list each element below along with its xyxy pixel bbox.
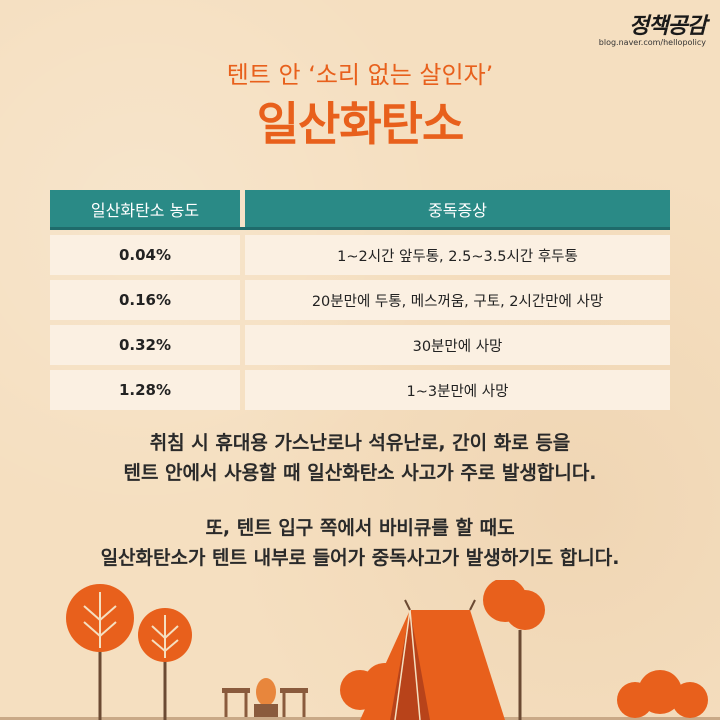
page-title: 일산화탄소 [256,97,465,151]
paragraph-line: 취침 시 휴대용 가스난로나 석유난로, 간이 화로 등을 [149,432,571,454]
concentration-cell: 0.16% [50,280,240,320]
tent-icon [360,599,505,720]
campfire-icon [254,678,278,717]
camping-scene-illustration [0,580,720,720]
concentration-table: 일산화탄소 농도 중독증상 0.04% 1~2시간 앞두통, 2.5~3.5시간… [50,190,670,410]
paragraph-line: 텐트 안에서 사용할 때 일산화탄소 사고가 주로 발생합니다. [123,462,597,484]
symptom-cell: 1~2시간 앞두통, 2.5~3.5시간 후두통 [245,235,670,275]
table-row: 0.32% 30분만에 사망 [50,325,670,365]
brand-url: blog.naver.com/hellopolicy [598,38,706,47]
column-header-concentration: 일산화탄소 농도 [50,190,240,227]
bush-icon [617,670,708,718]
ground-line [0,717,720,720]
bench-icon [222,688,250,717]
column-header-symptom: 중독증상 [245,190,670,227]
table-row: 0.04% 1~2시간 앞두통, 2.5~3.5시간 후두통 [50,235,670,275]
subtitle: 텐트 안 ‘소리 없는 살인자’ [226,61,494,89]
table-row: 0.16% 20분만에 두통, 메스꺼움, 구토, 2시간만에 사망 [50,280,670,320]
brand-logo: 정책공감 blog.naver.com/hellopolicy [598,13,707,48]
symptom-cell: 30분만에 사망 [245,325,670,365]
tree-icon [66,584,134,720]
paragraph-cause: 취침 시 휴대용 가스난로나 석유난로, 간이 화로 등을 텐트 안에서 사용할… [0,428,720,488]
bench-icon [280,688,308,717]
paragraph-bbq: 또, 텐트 입구 쪽에서 바비큐를 할 때도 일산화탄소가 텐트 내부로 들어가… [0,513,720,573]
symptom-cell: 20분만에 두통, 메스꺼움, 구토, 2시간만에 사망 [245,280,670,320]
tree-icon [138,608,192,720]
symptom-cell: 1~3분만에 사망 [245,370,670,410]
paragraph-line: 또, 텐트 입구 쪽에서 바비큐를 할 때도 [205,517,515,539]
paragraph-line: 일산화탄소가 텐트 내부로 들어가 중독사고가 발생하기도 합니다. [100,547,620,569]
concentration-cell: 0.04% [50,235,240,275]
brand-name: 정책공감 [629,13,707,39]
concentration-cell: 1.28% [50,370,240,410]
table-row: 1.28% 1~3분만에 사망 [50,370,670,410]
concentration-cell: 0.32% [50,325,240,365]
table-header: 일산화탄소 농도 중독증상 [50,190,670,230]
